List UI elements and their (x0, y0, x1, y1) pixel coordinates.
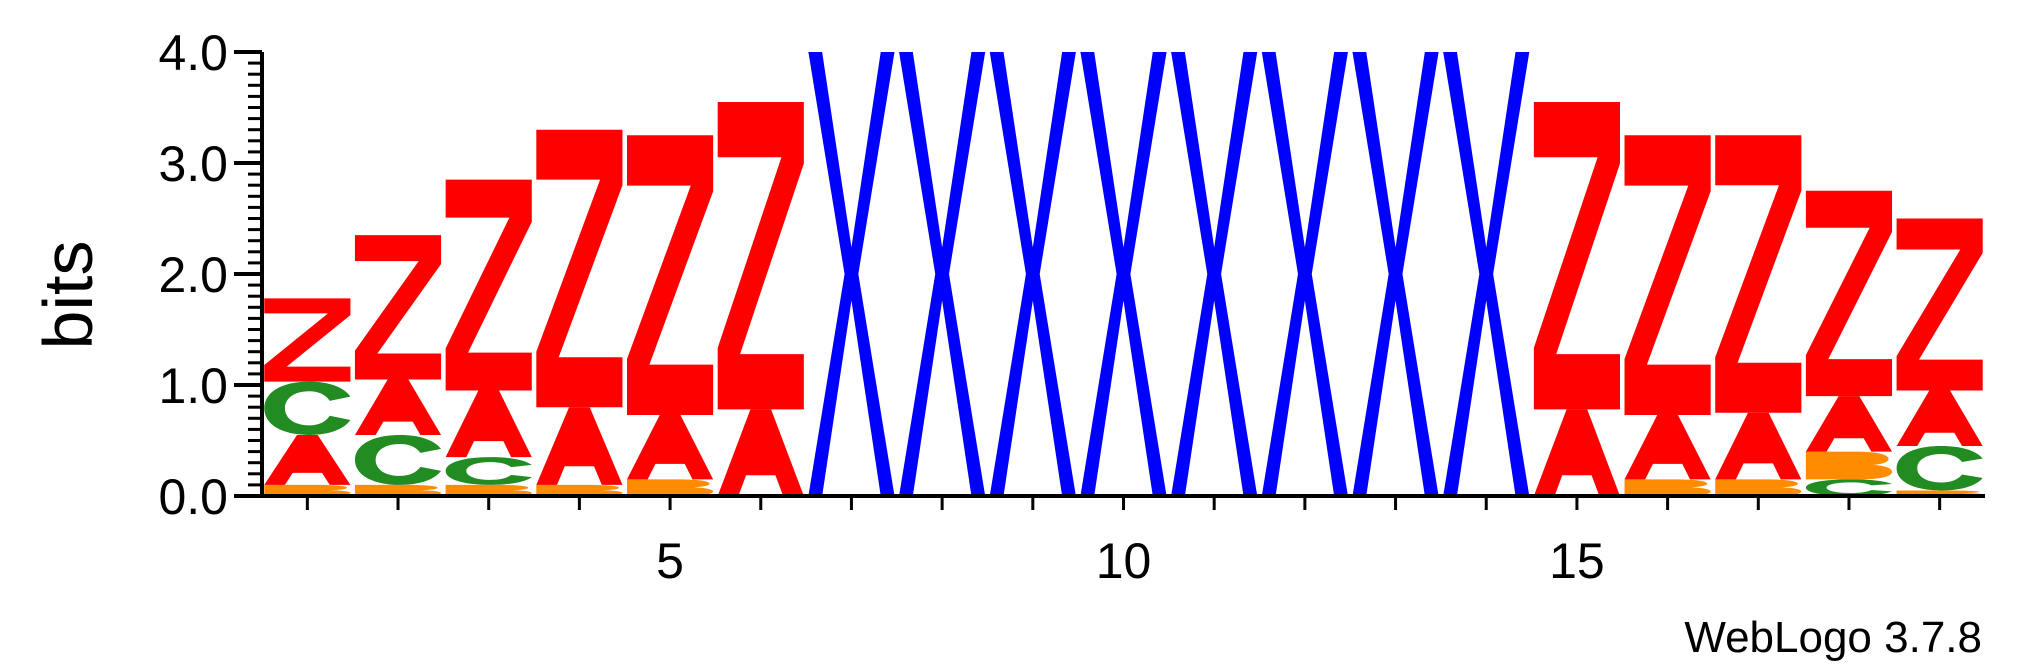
letter-A-pos-19 (1896, 390, 1983, 447)
letter-X-pos-7 (808, 52, 895, 496)
letter-B-pos-3 (445, 484, 532, 496)
stack-position-11 (1171, 52, 1258, 496)
stack-position-12 (1261, 52, 1348, 496)
letter-stacks (264, 52, 1983, 497)
y-tick-label: 3.0 (158, 136, 228, 192)
letter-Z-pos-15 (1533, 101, 1620, 410)
letter-X-pos-12 (1261, 52, 1348, 496)
letter-B-pos-5 (627, 479, 714, 496)
stack-position-9 (989, 52, 1076, 496)
letter-Z-pos-1 (264, 298, 351, 382)
stack-position-15 (1533, 101, 1620, 497)
stack-position-13 (1352, 52, 1439, 496)
letter-A-pos-18 (1805, 396, 1893, 452)
stack-position-14 (1443, 52, 1530, 496)
letter-X-pos-8 (899, 52, 986, 496)
weblogo-credit: WebLogo 3.7.8 (1684, 613, 1982, 662)
stack-position-16 (1624, 135, 1711, 496)
letter-B-pos-18 (1805, 451, 1893, 480)
stack-position-4 (536, 129, 623, 496)
letter-X-pos-9 (989, 52, 1076, 496)
stack-position-2 (354, 235, 442, 496)
stack-position-8 (899, 52, 986, 496)
letter-A-pos-4 (536, 407, 623, 485)
stack-position-7 (808, 52, 895, 496)
letter-B-pos-17 (1715, 479, 1802, 496)
stack-position-10 (1080, 52, 1167, 496)
letter-Z-pos-3 (445, 179, 532, 391)
x-tick-label: 15 (1549, 533, 1605, 589)
letter-X-pos-13 (1352, 52, 1439, 496)
stack-position-17 (1715, 135, 1802, 496)
letter-A-pos-6 (717, 409, 804, 497)
stack-position-5 (627, 135, 714, 496)
letter-A-pos-1 (264, 434, 351, 485)
letter-B-pos-2 (354, 484, 442, 496)
letter-Z-pos-4 (536, 129, 623, 408)
letter-Z-pos-6 (717, 101, 804, 410)
letter-Z-pos-5 (627, 135, 714, 415)
letter-X-pos-14 (1443, 52, 1530, 496)
stack-position-18 (1805, 190, 1893, 496)
y-tick-label: 2.0 (158, 247, 228, 303)
letter-A-pos-2 (354, 379, 442, 435)
letter-A-pos-17 (1715, 412, 1802, 480)
letter-A-pos-5 (627, 414, 714, 480)
y-tick-label: 1.0 (158, 358, 228, 414)
letter-A-pos-16 (1624, 414, 1711, 480)
letter-X-pos-11 (1171, 52, 1258, 496)
letter-C-pos-3 (445, 457, 532, 485)
stack-position-1 (264, 298, 351, 496)
letter-Z-pos-18 (1805, 190, 1893, 397)
letter-B-pos-4 (536, 484, 623, 496)
y-axis-label: bits (29, 241, 107, 350)
letter-C-pos-18 (1805, 479, 1893, 496)
letter-A-pos-3 (445, 390, 532, 458)
y-tick-label: 4.0 (158, 25, 228, 81)
letter-A-pos-15 (1533, 409, 1620, 497)
x-tick-label: 5 (656, 533, 684, 589)
letter-C-pos-2 (354, 434, 442, 485)
y-tick-label: 0.0 (158, 469, 228, 525)
letter-C-pos-19 (1896, 446, 1983, 491)
stack-position-6 (717, 101, 804, 497)
letter-B-pos-1 (264, 484, 351, 496)
stack-position-19 (1896, 218, 1983, 496)
letter-C-pos-1 (264, 381, 351, 435)
stack-position-3 (445, 179, 532, 496)
letter-Z-pos-2 (354, 235, 442, 380)
letter-X-pos-10 (1080, 52, 1167, 496)
axes: 0.0 1.0 2.0 3.0 4.0 5 10 15 (158, 25, 1985, 589)
letter-B-pos-16 (1624, 479, 1711, 496)
letter-Z-pos-19 (1896, 218, 1983, 391)
letter-Z-pos-16 (1624, 135, 1711, 415)
x-tick-label: 10 (1096, 533, 1152, 589)
letter-Z-pos-17 (1715, 135, 1802, 413)
